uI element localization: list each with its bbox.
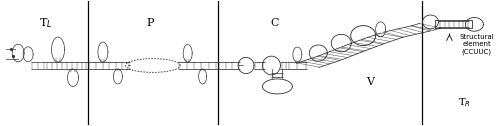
Text: C: C bbox=[270, 18, 279, 28]
Text: P: P bbox=[146, 18, 154, 28]
Text: Structural
element
(CCUUC): Structural element (CCUUC) bbox=[460, 34, 494, 55]
Text: T$_L$: T$_L$ bbox=[39, 16, 52, 30]
Text: V: V bbox=[366, 77, 374, 87]
Text: T$_R$: T$_R$ bbox=[458, 97, 470, 109]
